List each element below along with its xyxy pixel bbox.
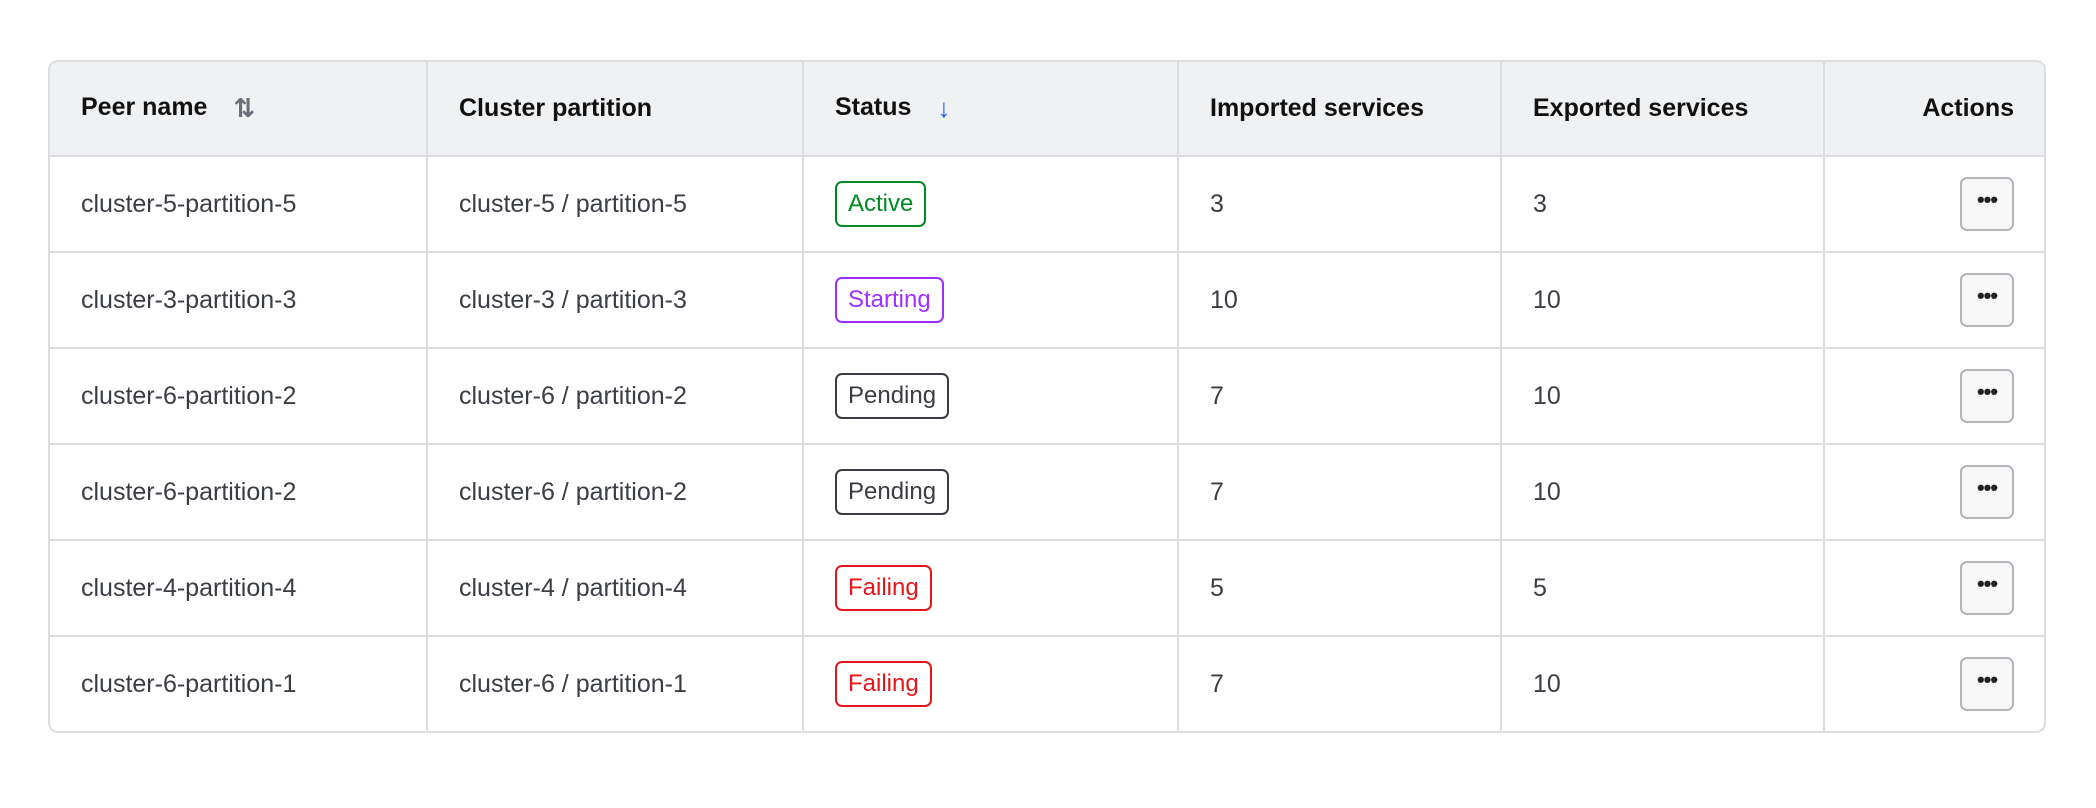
table-row: cluster-5-partition-5 cluster-5 / partiti…: [50, 156, 2044, 253]
table-row: cluster-4-partition-4 cluster-4 / partiti…: [50, 540, 2044, 637]
imported-services-cell: 3: [1178, 156, 1502, 253]
actions-cell: •••: [1824, 252, 2044, 349]
table-row: cluster-6-partition-2 cluster-6 / partiti…: [50, 348, 2044, 445]
cluster-partition-cell: cluster-5 / partition-5: [427, 156, 804, 253]
status-cell: Active: [803, 156, 1179, 253]
peer-name-cell: cluster-6-partition-2: [50, 348, 428, 445]
row-actions-button[interactable]: •••: [1960, 273, 2014, 327]
exported-services-cell: 3: [1501, 156, 1825, 253]
column-header-imported-services: Imported services: [1178, 62, 1502, 157]
cluster-partition-cell: cluster-4 / partition-4: [427, 540, 804, 637]
peer-name-cell: cluster-5-partition-5: [50, 156, 428, 253]
status-cell: Pending: [803, 444, 1179, 541]
more-horizontal-icon: •••: [1976, 379, 1998, 404]
exported-services-cell: 10: [1501, 636, 1825, 731]
more-horizontal-icon: •••: [1976, 475, 1998, 500]
row-actions-button[interactable]: •••: [1960, 657, 2014, 711]
peer-name-cell: cluster-3-partition-3: [50, 252, 428, 349]
imported-services-cell: 7: [1178, 348, 1502, 445]
more-horizontal-icon: •••: [1976, 667, 1998, 692]
row-actions-button[interactable]: •••: [1960, 465, 2014, 519]
exported-services-cell: 10: [1501, 252, 1825, 349]
peer-name-cell: cluster-6-partition-1: [50, 636, 428, 731]
column-header-status[interactable]: Status ↓: [803, 62, 1179, 157]
imported-services-cell: 7: [1178, 444, 1502, 541]
more-horizontal-icon: •••: [1976, 283, 1998, 308]
table-header-row: Peer name ⇅ Cluster partition Status ↓ Imp…: [50, 62, 2044, 157]
column-header-actions: Actions: [1824, 62, 2044, 157]
actions-cell: •••: [1824, 540, 2044, 637]
status-badge: Active: [835, 181, 927, 227]
status-cell: Starting: [803, 252, 1179, 349]
peer-name-cell: cluster-6-partition-2: [50, 444, 428, 541]
peer-name-cell: cluster-4-partition-4: [50, 540, 428, 637]
exported-services-cell: 10: [1501, 348, 1825, 445]
more-horizontal-icon: •••: [1976, 187, 1998, 212]
table-row: cluster-6-partition-1 cluster-6 / partiti…: [50, 636, 2044, 731]
status-badge: Pending: [835, 469, 950, 515]
imported-services-cell: 10: [1178, 252, 1502, 349]
actions-cell: •••: [1824, 444, 2044, 541]
status-cell: Failing: [803, 636, 1179, 731]
actions-cell: •••: [1824, 636, 2044, 731]
actions-cell: •••: [1824, 348, 2044, 445]
exported-services-cell: 10: [1501, 444, 1825, 541]
peers-table: Peer name ⇅ Cluster partition Status ↓ Imp…: [48, 60, 2046, 733]
column-header-exported-services: Exported services: [1501, 62, 1825, 157]
status-cell: Failing: [803, 540, 1179, 637]
cluster-partition-cell: cluster-6 / partition-2: [427, 348, 804, 445]
status-cell: Pending: [803, 348, 1179, 445]
exported-services-cell: 5: [1501, 540, 1825, 637]
row-actions-button[interactable]: •••: [1960, 177, 2014, 231]
status-badge: Failing: [835, 661, 932, 707]
imported-services-cell: 5: [1178, 540, 1502, 637]
sort-both-icon[interactable]: ⇅: [233, 93, 256, 123]
cluster-partition-cell: cluster-3 / partition-3: [427, 252, 804, 349]
more-horizontal-icon: •••: [1976, 571, 1998, 596]
table-row: cluster-3-partition-3 cluster-3 / partiti…: [50, 252, 2044, 349]
cluster-partition-cell: cluster-6 / partition-2: [427, 444, 804, 541]
status-badge: Starting: [835, 277, 944, 323]
imported-services-cell: 7: [1178, 636, 1502, 731]
row-actions-button[interactable]: •••: [1960, 561, 2014, 615]
status-badge: Failing: [835, 565, 932, 611]
column-header-peer-name[interactable]: Peer name ⇅: [50, 62, 428, 157]
actions-cell: •••: [1824, 156, 2044, 253]
cluster-partition-cell: cluster-6 / partition-1: [427, 636, 804, 731]
column-header-cluster-partition: Cluster partition: [427, 62, 804, 157]
arrow-down-icon[interactable]: ↓: [937, 93, 951, 123]
status-badge: Pending: [835, 373, 950, 419]
row-actions-button[interactable]: •••: [1960, 369, 2014, 423]
table-row: cluster-6-partition-2 cluster-6 / partiti…: [50, 444, 2044, 541]
